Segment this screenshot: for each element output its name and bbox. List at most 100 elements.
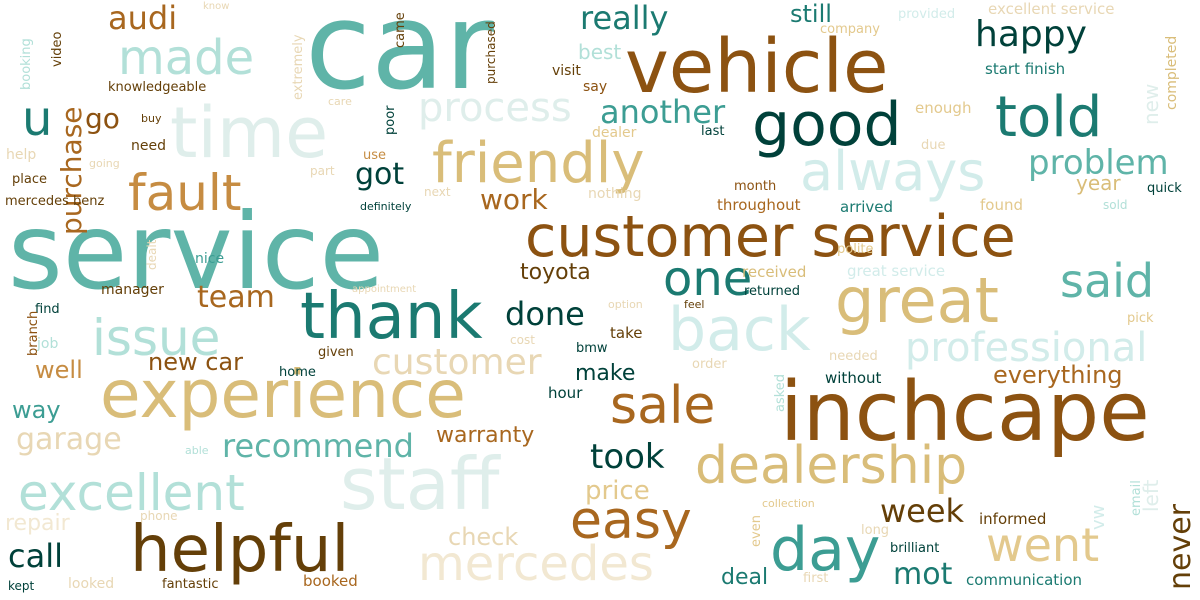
cloud-word-helpful: helpful: [130, 513, 350, 587]
cloud-word-know: know: [203, 1, 230, 12]
cloud-word-repair: repair: [5, 511, 70, 536]
cloud-word-vehicle: vehicle: [625, 24, 889, 110]
cloud-word-made: made: [118, 30, 255, 86]
cloud-word-new-car: new car: [148, 348, 244, 376]
cloud-word-video: video: [50, 31, 65, 67]
cloud-word-even: even: [749, 515, 764, 547]
cloud-word-dealt: dealt: [145, 239, 159, 270]
cloud-word-said: said: [1060, 254, 1155, 308]
cloud-word-feel: feel: [684, 298, 705, 311]
cloud-word-customer-service: customer service: [525, 204, 1016, 270]
cloud-word-deal: deal: [721, 565, 769, 590]
cloud-word-phone: phone: [140, 509, 178, 523]
cloud-word-another: another: [600, 93, 726, 131]
cloud-word-fault: fault: [128, 164, 242, 222]
cloud-word-extremely: extremely: [291, 34, 306, 100]
cloud-word-received: received: [742, 263, 807, 281]
cloud-word-purchase: purchase: [55, 106, 88, 235]
cloud-word-everything: everything: [993, 361, 1123, 389]
cloud-word-recommend: recommend: [222, 427, 414, 465]
cloud-word-last: last: [701, 124, 725, 139]
cloud-word-excellent: excellent: [18, 464, 245, 522]
cloud-word-poor: poor: [383, 105, 398, 135]
cloud-word-nice: nice: [195, 251, 225, 267]
cloud-word-day: day: [770, 515, 881, 585]
cloud-word-process: process: [418, 85, 572, 131]
cloud-word-due: due: [921, 138, 946, 153]
cloud-word-enough: enough: [915, 99, 972, 117]
cloud-word-manager: manager: [101, 282, 164, 298]
cloud-word-needed: needed: [829, 349, 878, 364]
cloud-word-thank: thank: [300, 280, 483, 354]
cloud-word-sale: sale: [610, 376, 716, 436]
cloud-word-told: told: [995, 85, 1103, 150]
cloud-word-month: month: [734, 179, 777, 194]
cloud-word-car: car: [305, 0, 494, 117]
cloud-word-week: week: [880, 492, 965, 530]
cloud-word-going: going: [89, 157, 120, 170]
cloud-word-throughout: throughout: [717, 196, 801, 214]
cloud-word-branch: branch: [26, 310, 41, 356]
cloud-word-first: first: [803, 571, 829, 586]
cloud-word-best: best: [578, 40, 622, 64]
cloud-word-collection: collection: [762, 497, 815, 510]
cloud-word-need: need: [131, 138, 166, 154]
cloud-word-informed: informed: [979, 510, 1047, 528]
cloud-word-cost: cost: [510, 333, 535, 347]
cloud-word-place: place: [12, 172, 47, 187]
cloud-word-quick: quick: [1147, 181, 1182, 196]
cloud-word-dealer: dealer: [592, 125, 637, 141]
cloud-word-team: team: [197, 280, 275, 315]
cloud-word-order: order: [692, 357, 727, 372]
cloud-word-professional: professional: [905, 325, 1148, 371]
cloud-word-took: took: [590, 437, 665, 477]
cloud-word-start-finish: start finish: [985, 60, 1066, 78]
cloud-word-provided: provided: [898, 7, 956, 22]
cloud-word-hour: hour: [548, 384, 583, 402]
cloud-word-care: care: [328, 95, 352, 108]
cloud-word-returned: returned: [744, 284, 800, 299]
cloud-word-help: help: [6, 147, 37, 163]
cloud-word-sold: sold: [1103, 198, 1128, 212]
cloud-word-go: go: [85, 102, 120, 135]
cloud-word-completed: completed: [1164, 35, 1180, 110]
cloud-word-definitely: definitely: [360, 200, 412, 213]
cloud-word-bmw: bmw: [576, 341, 608, 356]
cloud-word-went: went: [986, 518, 1100, 572]
cloud-word-home: home: [279, 365, 316, 380]
cloud-word-got: got: [355, 157, 405, 192]
cloud-word-say: say: [583, 79, 608, 95]
cloud-word-problem: problem: [1028, 143, 1169, 183]
cloud-word-customer: customer: [372, 342, 542, 383]
cloud-word-communication: communication: [966, 571, 1083, 589]
cloud-word-take: take: [610, 324, 643, 342]
cloud-word-nothing: nothing: [588, 186, 642, 202]
cloud-word-booked: booked: [303, 572, 358, 590]
cloud-word-audi: audi: [108, 0, 178, 37]
cloud-word-buy: buy: [141, 112, 162, 125]
cloud-word-kept: kept: [8, 579, 35, 593]
cloud-word-new: new: [1139, 83, 1163, 125]
cloud-word-asked: asked: [773, 373, 788, 412]
cloud-word-appointment: appointment: [352, 284, 417, 295]
cloud-word-company: company: [820, 22, 880, 37]
cloud-word-back: back: [668, 295, 811, 365]
cloud-word-always: always: [800, 140, 986, 203]
cloud-word-good: good: [752, 90, 902, 160]
cloud-word-polite: polite: [837, 242, 874, 257]
cloud-word-friendly: friendly: [432, 131, 645, 196]
cloud-word-warranty: warranty: [436, 423, 535, 448]
cloud-word-call: call: [8, 537, 63, 575]
cloud-word-email: email: [1129, 480, 1144, 516]
cloud-word-staff: staff: [340, 442, 500, 526]
cloud-word-happy: happy: [975, 14, 1087, 55]
cloud-word-visit: visit: [552, 63, 581, 79]
cloud-word-never: never: [1163, 503, 1198, 590]
cloud-word-experience: experience: [100, 356, 466, 433]
cloud-word-knowledgeable: knowledgeable: [108, 80, 207, 95]
cloud-word-find: find: [35, 302, 60, 317]
cloud-word-excellent-service: excellent service: [988, 0, 1115, 18]
cloud-word-looked: looked: [68, 576, 115, 592]
cloud-word-make: make: [575, 361, 636, 386]
